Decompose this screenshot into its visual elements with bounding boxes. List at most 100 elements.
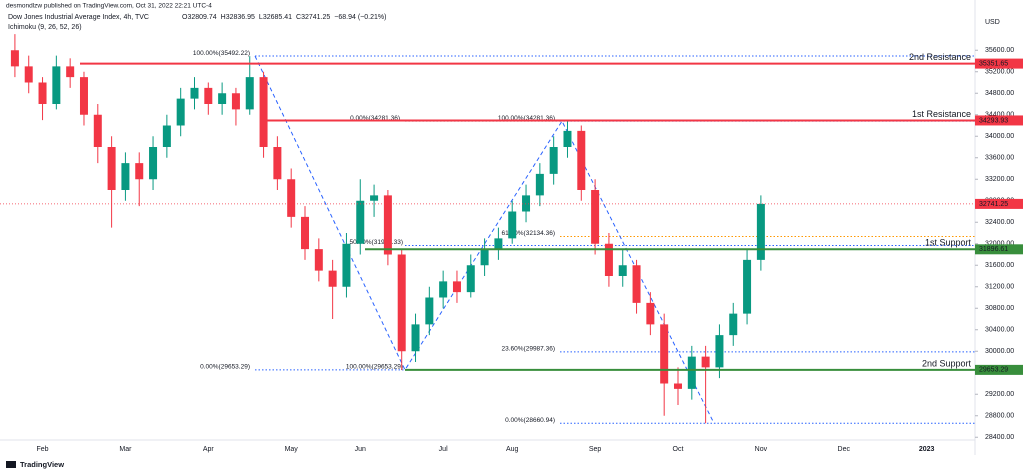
fib-label: 100.00%(35492.22) bbox=[193, 50, 250, 57]
last-price-label: 32741.25 bbox=[979, 201, 1008, 208]
x-tick-label: Dec bbox=[838, 446, 851, 453]
level-tag bbox=[975, 58, 1023, 69]
candle-body bbox=[591, 190, 600, 244]
y-tick-label: 34000.00 bbox=[985, 133, 1014, 140]
footer-brand: TradingView bbox=[20, 460, 64, 469]
y-tick-label: 31200.00 bbox=[985, 284, 1014, 291]
candle-body bbox=[673, 383, 682, 389]
candle-body bbox=[218, 93, 227, 104]
candle-body bbox=[149, 147, 158, 180]
candle-body bbox=[701, 356, 710, 368]
y-tick-label: 30400.00 bbox=[985, 327, 1014, 334]
candle-body bbox=[135, 163, 144, 180]
y-tick-label: 33200.00 bbox=[985, 176, 1014, 183]
y-tick-label: 33600.00 bbox=[985, 155, 1014, 162]
y-tick-label: 30800.00 bbox=[985, 305, 1014, 312]
candle-body bbox=[356, 200, 365, 244]
fib-label: 23.60%(29987.36) bbox=[502, 346, 556, 353]
level-tag bbox=[975, 364, 1023, 375]
candle-body bbox=[342, 243, 351, 287]
x-tick-label: Sep bbox=[589, 446, 602, 453]
y-tick-label: 34800.00 bbox=[985, 90, 1014, 97]
candle-body bbox=[301, 216, 310, 250]
ohlc-value: H32836.95 bbox=[221, 14, 255, 21]
y-tick-label: 31600.00 bbox=[985, 262, 1014, 269]
candle-body bbox=[715, 335, 724, 368]
x-tick-label: Jun bbox=[355, 446, 366, 453]
level-name: 1st Resistance bbox=[912, 109, 971, 119]
fib-label: 0.00%(29653.29) bbox=[200, 364, 250, 371]
candle-body bbox=[79, 77, 88, 115]
candle-body bbox=[522, 195, 531, 212]
level-tag-label: 34293.93 bbox=[979, 117, 1008, 124]
candle-body bbox=[204, 87, 213, 104]
candle-body bbox=[38, 82, 47, 104]
candle-body bbox=[121, 163, 130, 190]
y-tick-label: 32000.00 bbox=[985, 241, 1014, 248]
candle-body bbox=[743, 259, 752, 314]
x-tick-label: Jul bbox=[439, 446, 448, 453]
candle-body bbox=[508, 211, 517, 239]
candle-body bbox=[535, 173, 544, 196]
x-tick-label: Feb bbox=[37, 446, 49, 453]
candle-body bbox=[756, 203, 765, 260]
candle-body bbox=[162, 125, 171, 147]
candle-body bbox=[273, 147, 282, 180]
candle-body bbox=[646, 302, 655, 325]
candle-body bbox=[383, 195, 392, 255]
fib-label: 100.00%(34281.36) bbox=[498, 115, 555, 122]
level-tag bbox=[975, 115, 1023, 126]
candle-body bbox=[66, 66, 75, 78]
publisher: desmondlzw published on TradingView.com,… bbox=[6, 3, 212, 10]
candle-body bbox=[397, 254, 406, 352]
candle-body bbox=[24, 66, 33, 83]
candle-body bbox=[93, 114, 102, 147]
ohlc-value: O32809.74 bbox=[182, 14, 217, 21]
x-tick-label: May bbox=[285, 446, 299, 453]
candle-body bbox=[563, 130, 572, 147]
ohlc-value: L32685.41 bbox=[259, 14, 292, 21]
last-price-tag bbox=[975, 198, 1023, 209]
brand-logo bbox=[6, 461, 16, 468]
ohlc-value: −68.94 (−0.21%) bbox=[334, 14, 386, 21]
level-name: 2nd Resistance bbox=[909, 52, 971, 62]
candle-body bbox=[176, 98, 185, 126]
candle-body bbox=[425, 297, 434, 325]
candle-body bbox=[231, 93, 240, 110]
candle-body bbox=[618, 265, 627, 276]
symbol: Dow Jones Industrial Average Index, 4h, … bbox=[8, 14, 149, 21]
level-tag bbox=[975, 244, 1023, 255]
y-tick-label: 30000.00 bbox=[985, 348, 1014, 355]
currency: USD bbox=[985, 19, 1000, 26]
level-tag-label: 29653.29 bbox=[979, 367, 1008, 374]
indicator: Ichimoku (9, 26, 52, 26) bbox=[8, 24, 82, 31]
candle-body bbox=[190, 87, 199, 99]
candle-body bbox=[729, 313, 738, 336]
candle-body bbox=[466, 265, 475, 293]
level-tag-label: 31896.61 bbox=[979, 246, 1008, 253]
x-tick-label: Aug bbox=[506, 446, 519, 453]
fib-label: 61.80%(32134.36) bbox=[502, 230, 556, 237]
level-name: 2nd Support bbox=[922, 358, 972, 368]
candle-body bbox=[687, 356, 696, 389]
candle-body bbox=[107, 147, 116, 190]
candle-body bbox=[480, 249, 489, 266]
candle-body bbox=[10, 50, 19, 67]
candle-body bbox=[411, 324, 420, 352]
fib-label: 0.00%(34281.36) bbox=[350, 115, 400, 122]
candle-body bbox=[287, 179, 296, 217]
fib-label: 100.00%(29653.29) bbox=[346, 364, 403, 371]
candle-body bbox=[549, 147, 558, 174]
y-tick-label: 28800.00 bbox=[985, 413, 1014, 420]
x-tick-label: Nov bbox=[755, 446, 768, 453]
x-tick-label: Oct bbox=[673, 446, 684, 453]
fib-label: 0.00%(28660.94) bbox=[505, 417, 555, 424]
candle-body bbox=[452, 281, 461, 293]
y-tick-label: 32400.00 bbox=[985, 219, 1014, 226]
fib-label: 50.00%(31967.33) bbox=[350, 239, 404, 246]
candle-body bbox=[328, 270, 337, 287]
y-tick-label: 35200.00 bbox=[985, 69, 1014, 76]
x-tick-label: Apr bbox=[203, 446, 215, 453]
